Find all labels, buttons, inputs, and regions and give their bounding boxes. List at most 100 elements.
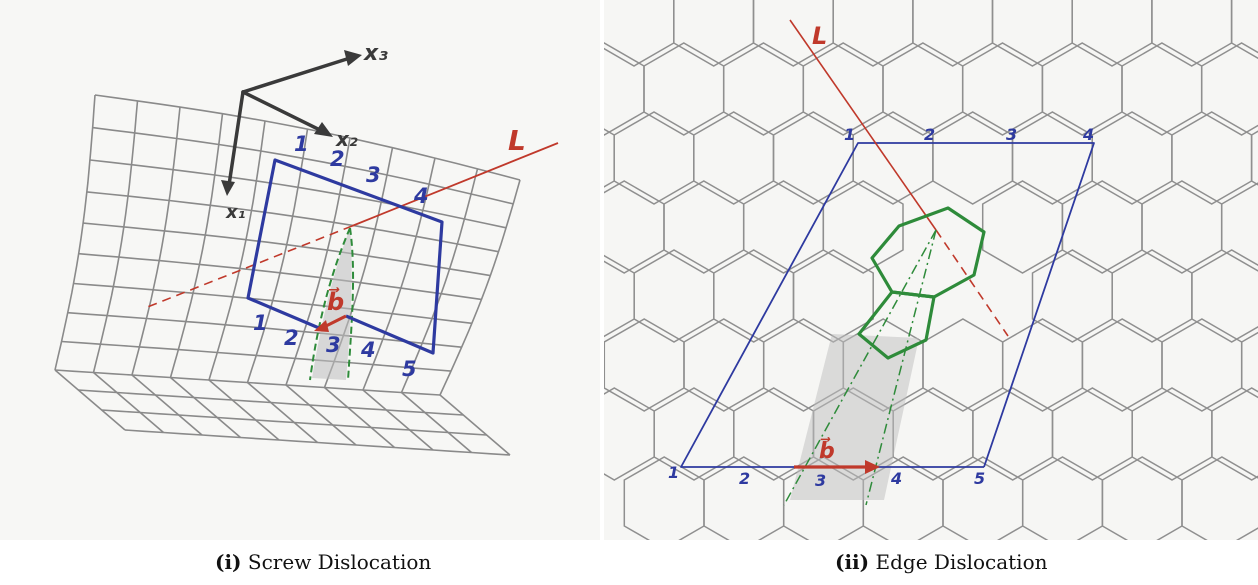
slip-shading xyxy=(312,228,352,380)
burgers-vector-label: b⃗ xyxy=(819,437,835,464)
hexagon-cell xyxy=(643,42,725,136)
circuit-number-top-2: 2 xyxy=(924,125,935,144)
lattice-line-depth xyxy=(169,376,242,439)
dislocation-line xyxy=(789,19,937,231)
circuit-number-top-1: 1 xyxy=(844,125,855,144)
hexagon-cell xyxy=(1200,42,1258,136)
lattice-line-horizontal xyxy=(92,126,514,205)
circuit-number-top-1: 1 xyxy=(294,132,309,156)
circuit-number-bottom-4: 4 xyxy=(890,469,902,488)
hexagon-cell xyxy=(1230,0,1258,60)
hexagon-cell xyxy=(981,180,1064,274)
hexagon-cell xyxy=(713,249,795,343)
hexagon-cell xyxy=(852,111,934,205)
hexagon-cell xyxy=(1141,180,1223,274)
coordinate-axes xyxy=(227,56,352,187)
burgers-vector-label: b⃗ xyxy=(327,287,344,316)
axis-label-x2: x₂ xyxy=(335,127,358,151)
edge-dislocation-panel: L b⃗ 1 2 3 4 1 2 3 4 5 xyxy=(604,0,1258,540)
hexagon-cell xyxy=(604,0,675,67)
lattice-line-horizontal xyxy=(73,282,472,325)
hexagon-cell xyxy=(1211,387,1258,481)
circuit-number-bottom-4: 4 xyxy=(360,338,376,362)
lattice-line-horizontal xyxy=(61,340,451,372)
lattice-line-vertical xyxy=(246,128,309,383)
lattice-line-depth xyxy=(439,394,511,456)
hexagon-cell xyxy=(683,318,765,412)
caption-edge-dislocation: (ii) Edge Dislocation xyxy=(835,550,1048,574)
core-pentagon xyxy=(857,290,936,360)
hexagon-cell xyxy=(1031,249,1113,343)
hexagon-cell xyxy=(792,249,874,343)
hexagon-cell xyxy=(604,180,665,274)
lattice-line-vertical xyxy=(439,179,521,396)
hexagon-cell xyxy=(961,42,1044,136)
slip-shading xyxy=(790,334,919,500)
screw-dislocation-sketch: x₃ x₂ x₁ L b⃗ 1 2 3 4 1 2 3 4 5 xyxy=(54,41,559,456)
lattice-line-horizontal xyxy=(83,222,491,277)
slip-boundary-left xyxy=(783,229,937,506)
hexagon-cell xyxy=(722,42,805,136)
hexagon-cell xyxy=(1171,111,1253,205)
lattice-line-depth xyxy=(92,371,165,434)
edge-dislocation-sketch: L b⃗ 1 2 3 4 1 2 3 4 5 xyxy=(604,0,1258,540)
hexagon-cell xyxy=(922,318,1004,412)
hexagon-cell xyxy=(1091,111,1173,205)
lattice-line-horizontal xyxy=(78,252,482,301)
slip-boundary-right xyxy=(865,229,937,506)
hexagon-cell xyxy=(882,42,964,136)
core-heptagon xyxy=(870,206,986,299)
circuit-number-top-4: 4 xyxy=(413,184,429,208)
lattice-line-vertical xyxy=(400,168,479,393)
hexagon-cell xyxy=(1161,318,1243,412)
hexagon-cell xyxy=(1051,387,1133,481)
lattice-line-horizontal xyxy=(67,311,462,348)
slip-boundary-left xyxy=(309,227,351,381)
hexagon-cell xyxy=(1220,182,1258,272)
lattice-line-vertical xyxy=(131,107,181,376)
burgers-vector-arrowhead xyxy=(865,460,880,474)
dislocation-line-label: L xyxy=(508,124,526,157)
caption-screw-text: Screw Dislocation xyxy=(247,550,432,574)
hexagon-cell xyxy=(1240,331,1258,399)
circuit-number-bottom-1: 1 xyxy=(253,311,268,335)
circuit-number-top-4: 4 xyxy=(1082,125,1094,144)
hexagon-cell xyxy=(1191,249,1258,343)
hexagon-cell xyxy=(1121,42,1203,136)
hexagon-cell xyxy=(613,111,695,205)
circuit-number-bottom-3: 3 xyxy=(815,471,826,490)
lattice-line-vertical xyxy=(54,94,96,371)
lattice-line-vertical xyxy=(208,120,266,381)
hexagon-cell xyxy=(772,111,854,205)
lattice-line-vertical xyxy=(92,100,139,373)
circuit-number-bottom-5: 5 xyxy=(974,469,985,488)
caption-edge-tag: (ii) xyxy=(835,550,870,574)
burgers-vector-arrowhead xyxy=(314,320,329,332)
hexagon-cell xyxy=(1061,180,1143,274)
hexagon-cell xyxy=(1111,249,1193,343)
caption-edge-text: Edge Dislocation xyxy=(875,550,1048,574)
hexagon-cell xyxy=(604,318,685,412)
hexagon-cell xyxy=(623,456,705,540)
hexagon-cell xyxy=(822,180,904,274)
lattice-line-vertical xyxy=(285,137,351,386)
hexagon-cell xyxy=(1250,130,1258,186)
hexagon-cell xyxy=(1101,456,1183,540)
hexagon-cell xyxy=(1181,456,1258,540)
lattice-line-depth xyxy=(323,386,396,449)
hexagon-cell xyxy=(633,249,715,343)
lattice-line-depth xyxy=(208,379,280,441)
dislocation-line xyxy=(351,142,559,227)
circuit-number-top-2: 2 xyxy=(330,147,345,171)
circuit-number-bottom-5: 5 xyxy=(402,357,417,381)
lattice-line-depth xyxy=(54,369,126,431)
lattice-line-horizontal xyxy=(86,191,499,253)
axis-label-x1: x₁ xyxy=(225,202,246,223)
hexagon-cell xyxy=(1001,318,1084,412)
lattice-line-vertical xyxy=(362,157,436,391)
lattice-line-depth xyxy=(285,384,357,446)
lattice-line-depth-rows xyxy=(78,389,464,416)
burgers-vector-arrow xyxy=(323,314,347,329)
dislocation-line-hidden xyxy=(935,229,1009,337)
lattice-line-depth xyxy=(131,374,203,436)
